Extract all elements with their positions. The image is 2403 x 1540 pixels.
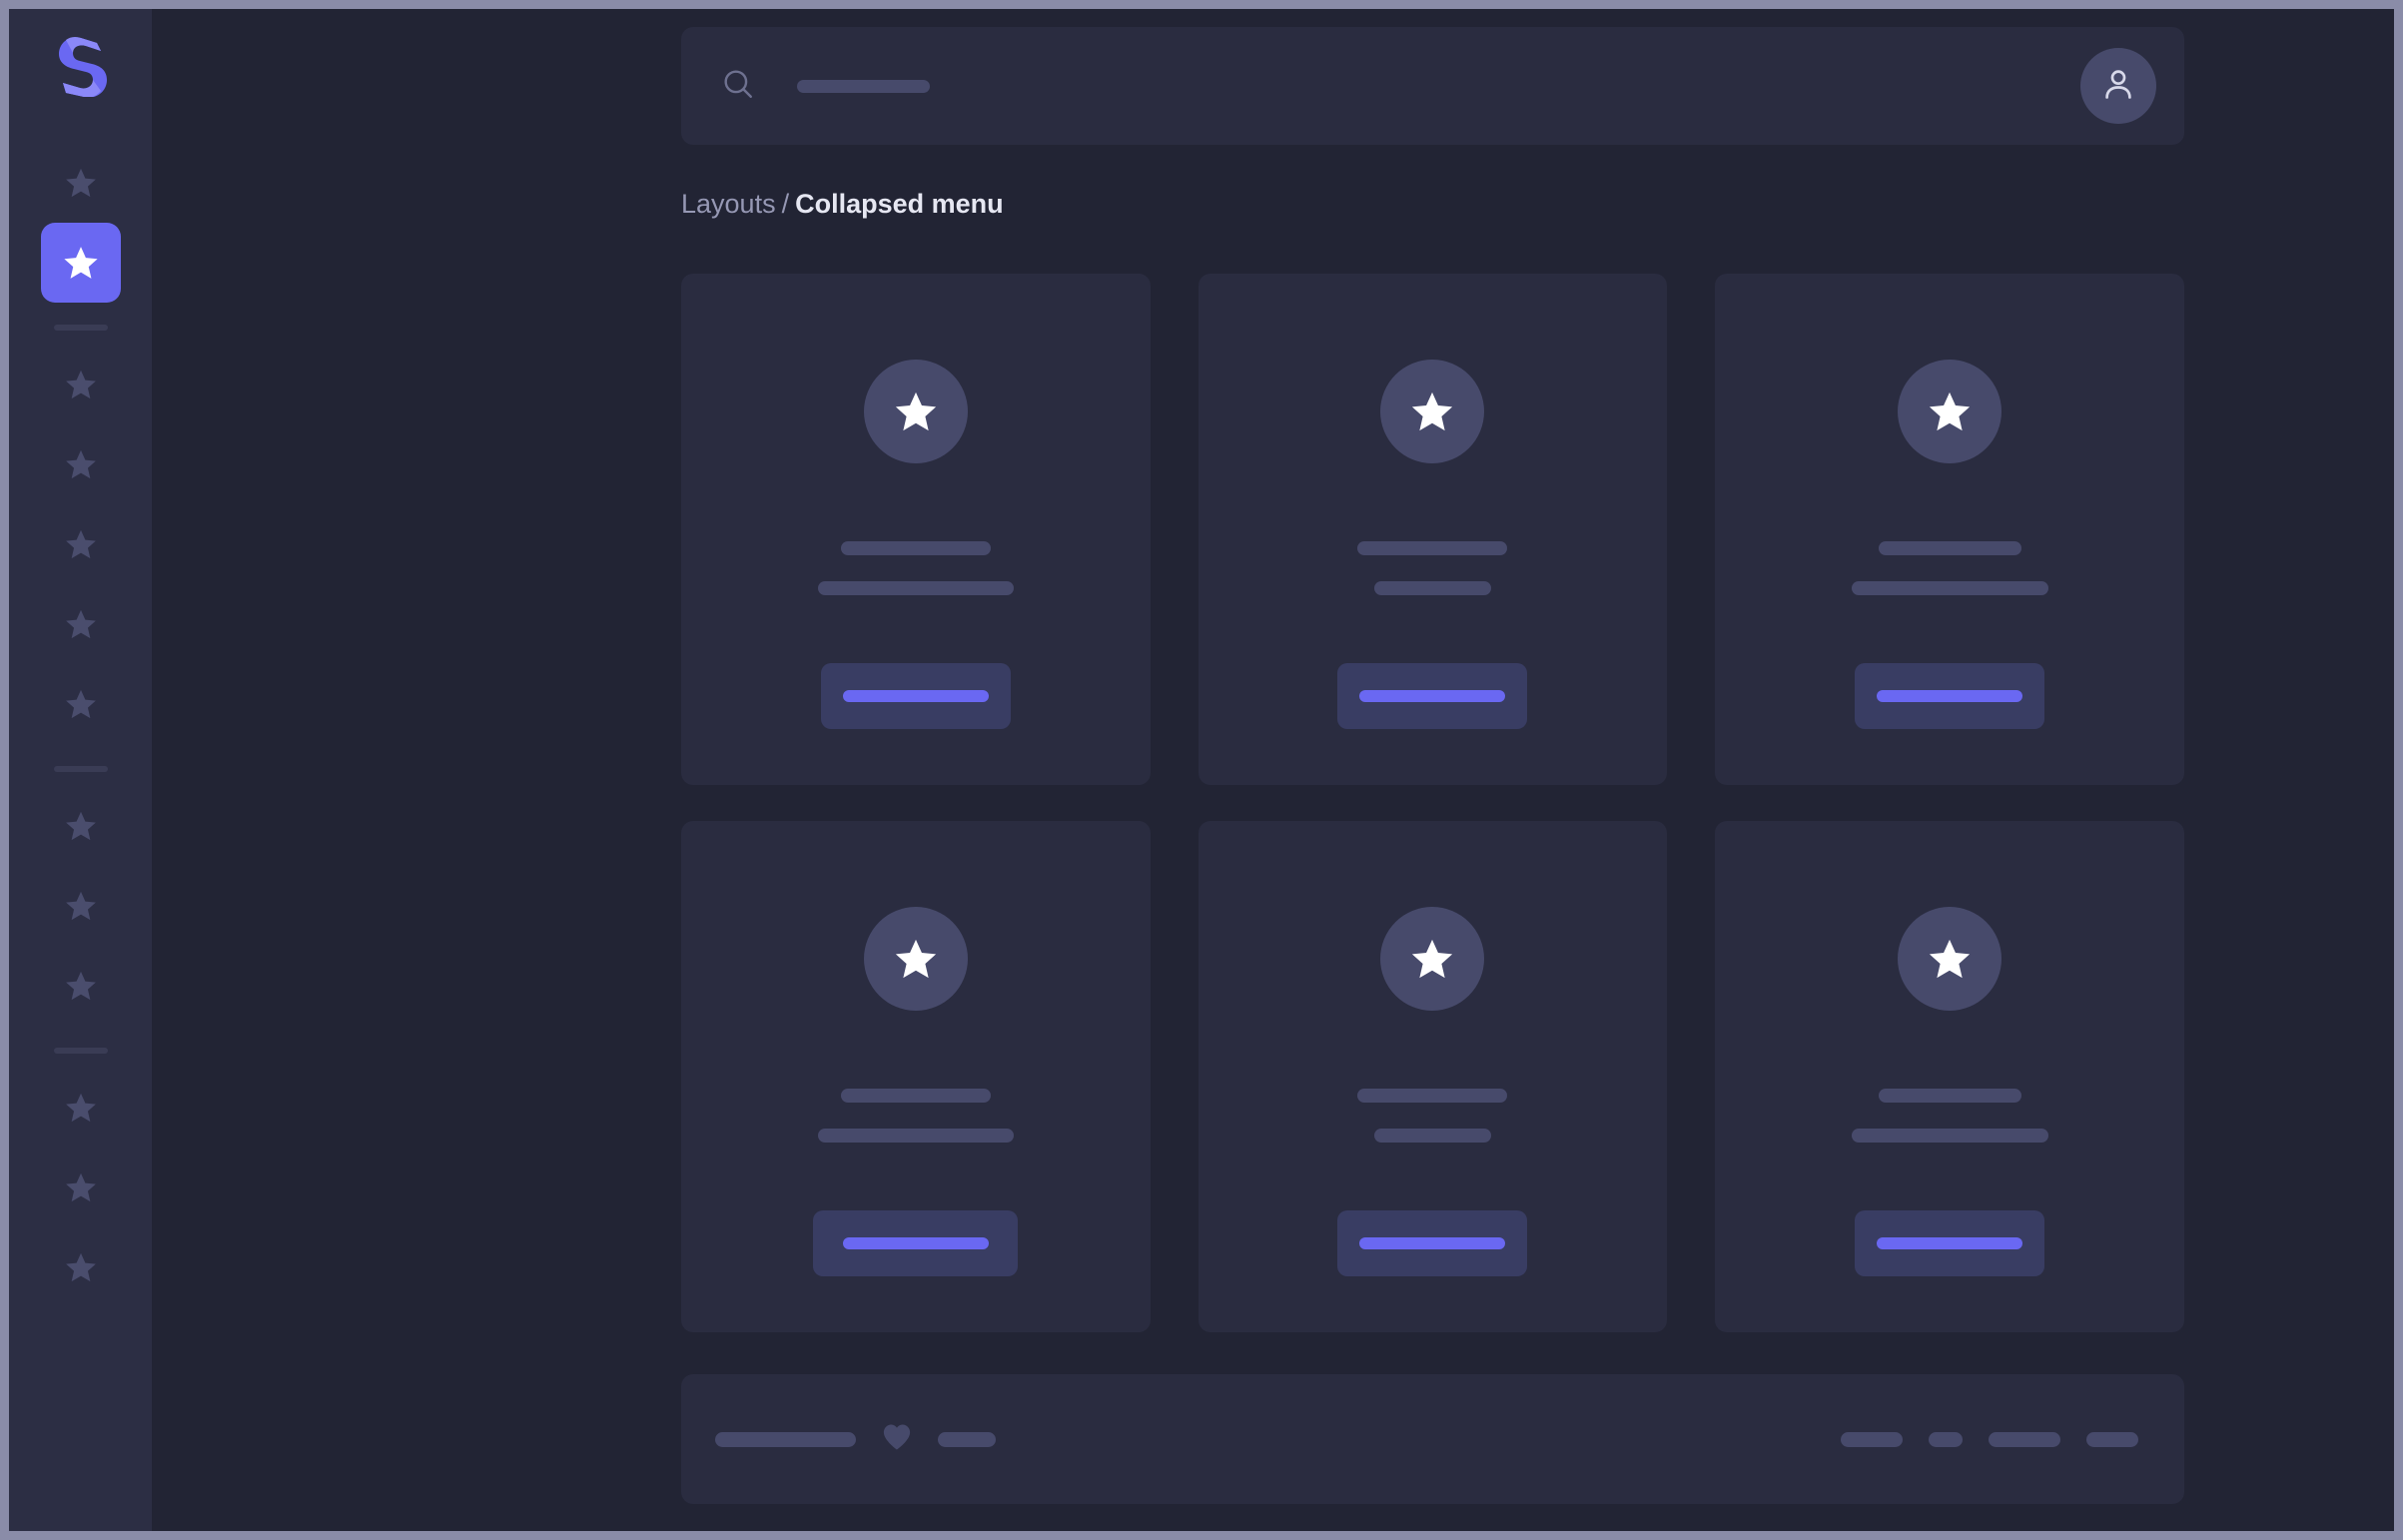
breadcrumb-parent[interactable]: Layouts <box>681 189 776 219</box>
collapsed-sidebar <box>9 9 152 1531</box>
content-card[interactable] <box>1715 274 2184 785</box>
search-placeholder-bar <box>797 79 930 93</box>
footer-panel <box>681 1374 2184 1504</box>
sidebar-group-4 <box>9 1068 152 1307</box>
main-content: Layouts / Collapsed menu <box>152 9 2394 1531</box>
card-action-label-bar <box>842 1237 989 1249</box>
heart-icon[interactable] <box>882 1423 912 1456</box>
sidebar-item-13[interactable] <box>41 1227 121 1307</box>
card-avatar <box>1380 907 1485 1011</box>
sidebar-divider-3 <box>53 1048 108 1054</box>
card-title-skeleton <box>1357 541 1508 555</box>
content-card[interactable] <box>1198 821 1668 1332</box>
card-action-label-bar <box>1359 1237 1506 1249</box>
sidebar-item-4[interactable] <box>41 424 121 504</box>
sidebar-group-3 <box>9 786 152 1026</box>
card-action-button[interactable] <box>820 663 1011 729</box>
card-subtitle-skeleton <box>817 1129 1014 1143</box>
card-title-skeleton <box>840 541 991 555</box>
sidebar-item-11[interactable] <box>41 1068 121 1148</box>
footer-left-group <box>715 1423 996 1456</box>
card-subtitle-skeleton <box>1851 1129 2048 1143</box>
content-card[interactable] <box>681 821 1151 1332</box>
card-title-skeleton <box>840 1089 991 1103</box>
footer-bar[interactable] <box>2086 1431 2138 1447</box>
card-avatar <box>1898 907 2002 1011</box>
breadcrumb-separator: / <box>781 189 790 219</box>
card-avatar <box>1898 360 2002 463</box>
card-action-button[interactable] <box>1337 1210 1528 1276</box>
card-subtitle-skeleton <box>1373 581 1491 595</box>
sidebar-item-2-active[interactable] <box>40 223 121 303</box>
sidebar-item-1[interactable] <box>41 143 121 223</box>
card-action-button[interactable] <box>1855 663 2045 729</box>
footer-bar[interactable] <box>1841 1431 1903 1447</box>
card-grid <box>681 274 2184 1332</box>
card-subtitle-skeleton <box>1851 581 2048 595</box>
user-avatar-icon <box>2099 65 2137 108</box>
card-action-label-bar <box>1359 690 1506 702</box>
sidebar-item-6[interactable] <box>41 584 121 664</box>
sidebar-item-7[interactable] <box>41 664 121 744</box>
footer-bar[interactable] <box>1989 1431 2060 1447</box>
sidebar-group-2 <box>9 345 152 744</box>
footer-bar <box>715 1431 856 1447</box>
card-avatar <box>1380 360 1485 463</box>
content-card[interactable] <box>1715 821 2184 1332</box>
footer-right-group <box>1841 1431 2138 1447</box>
card-title-skeleton <box>1357 1089 1508 1103</box>
card-action-label-bar <box>1877 690 2023 702</box>
search-icon <box>721 67 755 106</box>
sidebar-divider-1 <box>53 325 108 331</box>
sidebar-group-primary <box>9 143 152 303</box>
card-title-skeleton <box>1878 1089 2021 1103</box>
content-card[interactable] <box>1198 274 1668 785</box>
footer-bar[interactable] <box>1929 1431 1963 1447</box>
card-title-skeleton <box>1878 541 2021 555</box>
sidebar-item-9[interactable] <box>41 866 121 946</box>
sidebar-divider-2 <box>53 766 108 772</box>
sidebar-item-3[interactable] <box>41 345 121 424</box>
search-input[interactable] <box>721 67 2080 106</box>
breadcrumb: Layouts / Collapsed menu <box>681 191 2184 218</box>
sidebar-item-5[interactable] <box>41 504 121 584</box>
card-action-button[interactable] <box>1337 663 1528 729</box>
brand-logo[interactable] <box>53 35 109 98</box>
account-avatar-button[interactable] <box>2080 48 2156 124</box>
card-action-label-bar <box>842 690 989 702</box>
card-subtitle-skeleton <box>817 581 1014 595</box>
sidebar-item-10[interactable] <box>41 946 121 1026</box>
card-subtitle-skeleton <box>1373 1129 1491 1143</box>
top-header-bar <box>681 27 2184 145</box>
card-avatar <box>863 907 968 1011</box>
card-action-label-bar <box>1877 1237 2023 1249</box>
footer-bar <box>938 1431 996 1447</box>
sidebar-item-12[interactable] <box>41 1148 121 1227</box>
card-action-button[interactable] <box>1855 1210 2045 1276</box>
content-card[interactable] <box>681 274 1151 785</box>
card-action-button[interactable] <box>813 1210 1019 1276</box>
breadcrumb-current: Collapsed menu <box>795 189 1004 219</box>
sidebar-item-8[interactable] <box>41 786 121 866</box>
card-avatar <box>863 360 968 463</box>
